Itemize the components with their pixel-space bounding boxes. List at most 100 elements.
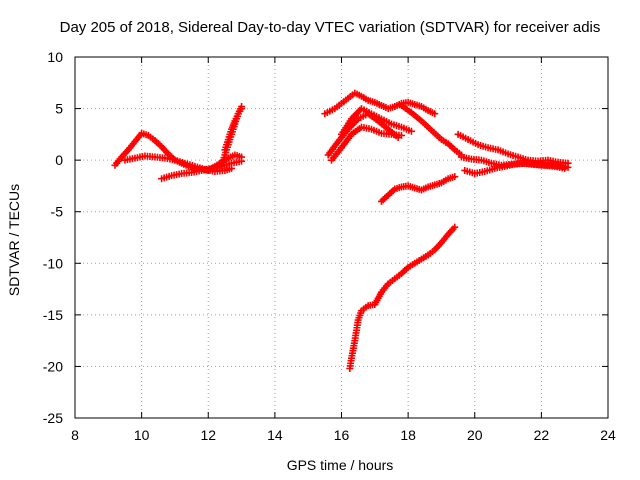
- data-point-fill: [485, 158, 493, 166]
- data-point-fill: [346, 117, 354, 125]
- data-point-fill: [195, 167, 203, 175]
- data-point-fill: [369, 98, 377, 106]
- data-point-fill: [365, 125, 373, 133]
- x-tick-label: 16: [334, 427, 350, 443]
- data-point-fill: [346, 132, 354, 140]
- data-point-fill: [482, 143, 490, 151]
- data-point-fill: [405, 126, 413, 134]
- y-tick-label: 0: [55, 152, 63, 168]
- series-group: [377, 173, 459, 205]
- data-point-fill: [355, 91, 363, 99]
- data-point-fill: [236, 105, 244, 113]
- data-point-fill: [422, 105, 430, 113]
- data-point-fill: [429, 182, 437, 190]
- data-point-fill: [136, 131, 144, 139]
- data-point-fill: [205, 165, 213, 173]
- data-point-fill: [385, 119, 393, 127]
- data-point-fill: [409, 100, 417, 108]
- series-group: [346, 223, 459, 372]
- y-axis-label: SDTVAR / TECUs: [6, 184, 22, 296]
- data-point-fill: [436, 240, 444, 248]
- data-point-fill: [223, 138, 231, 146]
- data-point-fill: [462, 134, 470, 142]
- y-tick-label: -20: [43, 358, 63, 374]
- y-tick-label: -10: [43, 255, 63, 271]
- data-point-fill: [375, 100, 383, 108]
- data-point-fill: [382, 282, 390, 290]
- series-group: [221, 103, 246, 154]
- data-point-fill: [395, 122, 403, 130]
- data-point-fill: [402, 265, 410, 273]
- data-point-fill: [156, 141, 164, 149]
- data-point-fill: [225, 160, 233, 168]
- series-group: [397, 101, 465, 159]
- series-group: [454, 130, 572, 167]
- data-point-fill: [218, 167, 226, 175]
- data-point-fill: [449, 225, 457, 233]
- data-point-fill: [429, 248, 437, 256]
- data-point-fill: [455, 149, 463, 157]
- data-point-fill: [335, 101, 343, 109]
- data-point-fill: [389, 103, 397, 111]
- data-point-fill: [352, 117, 360, 125]
- x-tick-label: 8: [71, 427, 79, 443]
- data-point-fill: [376, 290, 384, 298]
- data-point-fill: [227, 128, 235, 136]
- data-point-fill: [409, 261, 417, 269]
- y-axis-ticks: -25 -20 -15 -10 -5 0 5 10: [43, 49, 608, 426]
- series-group: [158, 157, 246, 183]
- data-point-fill: [116, 155, 124, 163]
- data-point-fill: [357, 309, 365, 317]
- data-points: [111, 89, 572, 372]
- x-tick-label: 22: [534, 427, 550, 443]
- y-tick-label: -5: [51, 204, 64, 220]
- data-point-fill: [435, 180, 443, 188]
- y-tick-label: -15: [43, 307, 63, 323]
- data-point-fill: [562, 163, 570, 171]
- series-group: [328, 123, 405, 164]
- data-point-fill: [362, 95, 370, 103]
- data-point-fill: [442, 138, 450, 146]
- data-point-fill: [129, 140, 137, 148]
- data-point-fill: [502, 149, 510, 157]
- data-point-fill: [123, 148, 131, 156]
- data-point-fill: [415, 102, 423, 110]
- data-point-fill: [328, 106, 336, 114]
- y-tick-label: 5: [55, 101, 63, 117]
- data-point-fill: [355, 125, 363, 133]
- data-point-fill: [333, 139, 341, 147]
- data-point-fill: [163, 148, 171, 156]
- data-point-fill: [362, 303, 370, 311]
- data-point-fill: [395, 184, 403, 192]
- data-point-fill: [389, 187, 397, 195]
- x-tick-label: 12: [200, 427, 216, 443]
- data-point-fill: [188, 162, 196, 170]
- data-point-fill: [522, 155, 530, 163]
- data-point-fill: [233, 112, 241, 120]
- data-point-fill: [422, 252, 430, 260]
- data-point-fill: [488, 165, 496, 173]
- data-point-fill: [449, 144, 457, 152]
- series-group: [461, 159, 569, 178]
- series-group: [338, 105, 415, 138]
- data-point-fill: [375, 114, 383, 122]
- x-tick-label: 24: [600, 427, 616, 443]
- data-point-fill: [425, 124, 433, 132]
- data-point-fill: [389, 276, 397, 284]
- chart-title: Day 205 of 2018, Sidereal Day-to-day VTE…: [60, 19, 601, 36]
- data-point-fill: [449, 173, 457, 181]
- data-point-fill: [415, 115, 423, 123]
- data-point-fill: [435, 134, 443, 142]
- data-point-fill: [382, 124, 390, 132]
- data-point-fill: [342, 96, 350, 104]
- data-point-fill: [429, 109, 437, 117]
- grid-lines: [75, 57, 608, 418]
- data-point-fill: [350, 339, 358, 347]
- y-tick-label: 10: [47, 49, 63, 65]
- x-tick-label: 18: [400, 427, 416, 443]
- data-point-fill: [149, 135, 157, 143]
- data-point-fill: [365, 108, 373, 116]
- data-point-fill: [472, 139, 480, 147]
- data-point-fill: [395, 131, 403, 139]
- data-point-fill: [415, 257, 423, 265]
